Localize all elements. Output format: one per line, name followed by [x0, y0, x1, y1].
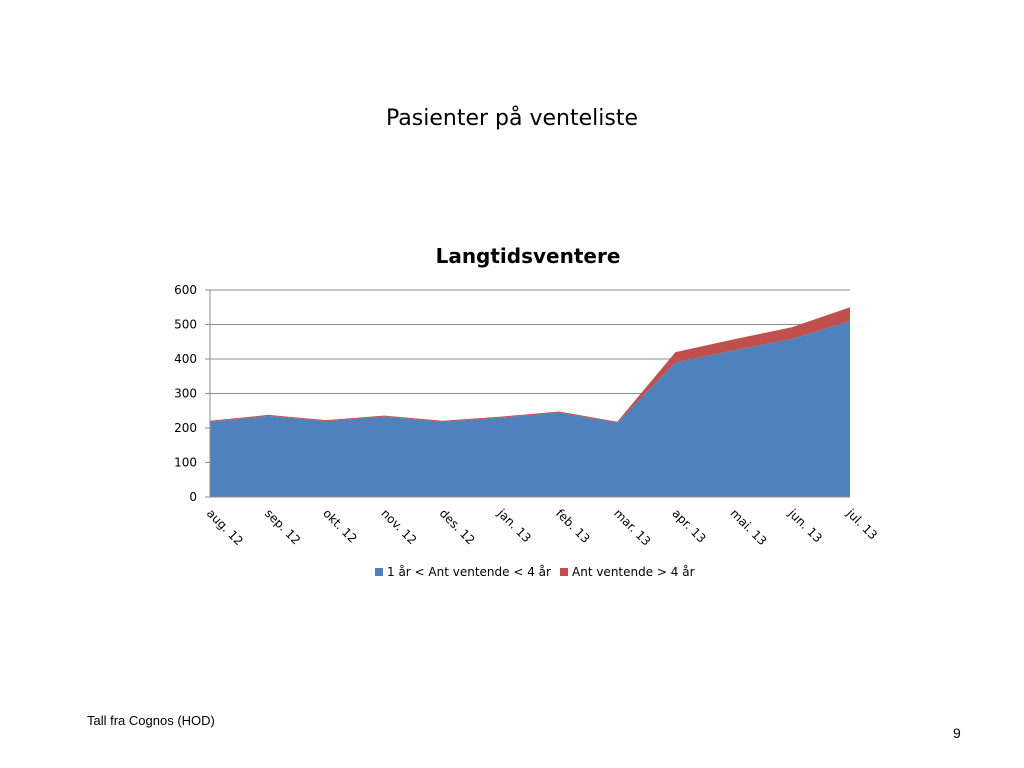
- x-tick-label: jul. 13: [843, 506, 880, 543]
- x-tick-label: mai. 13: [728, 506, 770, 548]
- x-tick-label: des. 12: [437, 506, 478, 547]
- y-tick-label: 400: [174, 352, 197, 366]
- y-tick-label: 0: [189, 490, 197, 504]
- y-tick-label: 300: [174, 387, 197, 401]
- y-tick-label: 100: [174, 456, 197, 470]
- legend-swatch-2: [560, 568, 568, 576]
- area-series-1: [210, 321, 850, 497]
- chart-title: Langtidsventere: [435, 244, 621, 268]
- x-tick-label: aug. 12: [204, 506, 246, 548]
- x-tick-label: jun. 13: [785, 506, 825, 546]
- legend-swatch-1: [375, 568, 383, 576]
- x-tick-label: nov. 12: [378, 506, 419, 547]
- x-tick-label: jan. 13: [494, 506, 534, 546]
- x-tick-label: okt. 12: [320, 506, 360, 546]
- x-tick-label: feb. 13: [553, 506, 593, 546]
- slide-title: Pasienter på venteliste: [386, 106, 638, 131]
- page-number: 9: [953, 725, 961, 741]
- source-footnote: Tall fra Cognos (HOD): [87, 713, 215, 728]
- y-tick-label: 600: [174, 283, 197, 297]
- y-tick-label: 500: [174, 318, 197, 332]
- x-tick-label: apr. 13: [669, 506, 708, 545]
- x-tick-label: sep. 12: [262, 506, 303, 547]
- y-tick-label: 200: [174, 421, 197, 435]
- legend-label-2: Ant ventende > 4 år: [572, 565, 695, 579]
- legend-label-1: 1 år < Ant ventende < 4 år: [387, 565, 551, 579]
- x-tick-label: mar. 13: [611, 506, 653, 548]
